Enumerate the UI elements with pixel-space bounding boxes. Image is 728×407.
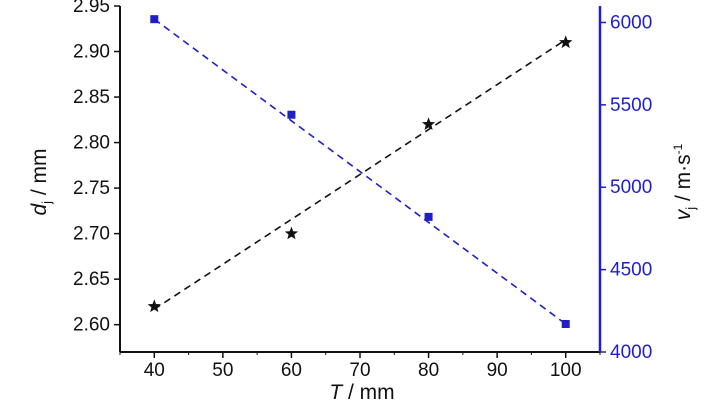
data-point-square: [424, 212, 433, 221]
x-tick-label: 90: [487, 360, 508, 381]
data-point-square: [150, 15, 159, 24]
right-tick-label: 5500: [610, 95, 652, 116]
left-tick-label: 2.95: [73, 0, 110, 17]
series-right: [150, 15, 570, 328]
data-point-square: [287, 110, 296, 119]
data-point-square: [561, 319, 570, 328]
left-y-axis-title: dj / mm: [28, 148, 54, 215]
left-tick-label: 2.80: [73, 133, 110, 154]
left-tick-label: 2.75: [73, 178, 110, 199]
right-tick-label: 6000: [610, 12, 652, 33]
right-tick-label: 5000: [610, 177, 652, 198]
x-tick-label: 60: [281, 360, 302, 381]
x-tick-label: 80: [418, 360, 439, 381]
x-tick-label: 70: [349, 360, 370, 381]
x-axis: 40 50 60 70 80 90 100: [119, 352, 601, 381]
series-right-fit-line: [153, 18, 567, 325]
left-tick-label: 2.90: [73, 42, 110, 63]
plot-frame: [119, 6, 602, 353]
x-tick-label: 100: [550, 360, 582, 381]
data-point-star: [421, 117, 436, 131]
left-tick-label: 2.70: [73, 224, 110, 245]
left-tick-label: 2.60: [73, 315, 110, 336]
x-axis-title: T / mm: [329, 381, 394, 404]
series-left-fit-line: [153, 39, 567, 310]
left-y-axis: 2.60 2.65 2.70 2.75 2.80 2.85 2.90 2.95: [73, 0, 120, 336]
data-point-star: [147, 299, 161, 313]
left-tick-label: 2.85: [73, 87, 110, 108]
right-y-axis-title: vj / m·s-1: [671, 143, 698, 220]
right-y-axis: 4000 4500 5000 5500 6000: [600, 12, 652, 363]
series-layer: [147, 15, 573, 328]
data-point-star: [559, 35, 573, 49]
right-tick-label: 4000: [610, 342, 652, 363]
x-tick-label: 50: [212, 360, 233, 381]
right-tick-label: 4500: [610, 260, 652, 281]
data-point-star: [284, 226, 299, 240]
left-tick-label: 2.65: [73, 269, 110, 290]
x-tick-label: 40: [144, 360, 165, 381]
series-left: [147, 35, 573, 313]
